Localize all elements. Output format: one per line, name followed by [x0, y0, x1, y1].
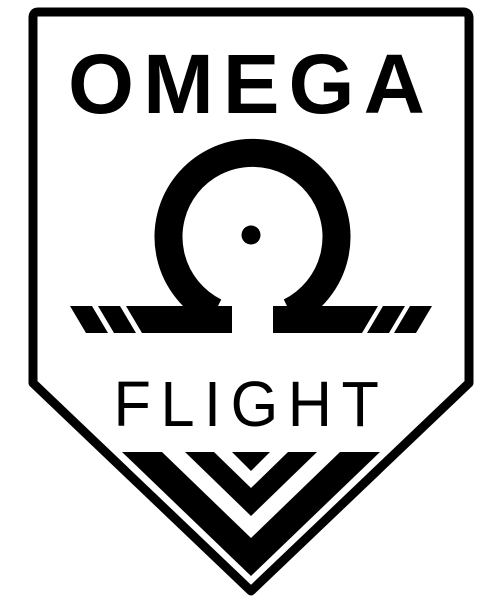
badge-subtitle: FLIGHT — [114, 368, 389, 440]
shield-outline — [28, 7, 474, 596]
omega-icon — [147, 138, 358, 333]
badge-title: OMEGA — [68, 37, 434, 131]
chevron-down-icon — [122, 452, 380, 576]
speed-stripes-right — [344, 306, 432, 333]
speed-stripes-left — [70, 306, 160, 333]
